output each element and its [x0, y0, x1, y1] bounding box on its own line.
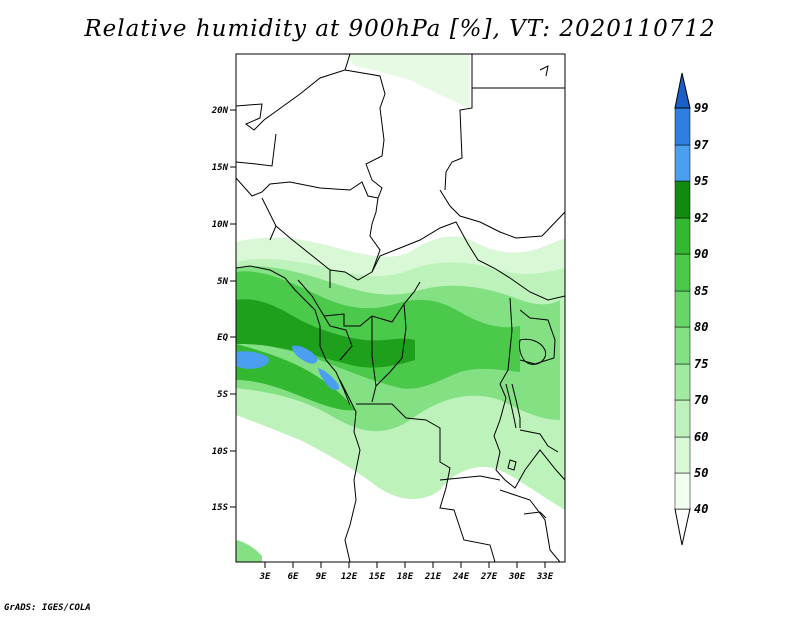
lat-label-5n: 5N: [217, 277, 228, 287]
colorbar-label-85: 85: [694, 284, 708, 298]
colorbar-bin-60-70: [674, 399, 691, 438]
lat-axis: 20N 15N 10N 5N EQ 5S 10S 15S: [211, 106, 236, 513]
colorbar-label-95: 95: [694, 174, 708, 188]
colorbar-label-90: 90: [694, 247, 708, 261]
colorbar-bin-97-99: [674, 107, 691, 146]
lon-label-30e: 30E: [508, 572, 526, 582]
colorbar-bin-70-75: [674, 363, 691, 401]
colorbar-under: [674, 508, 691, 546]
lon-label-3e: 3E: [259, 572, 271, 582]
humidity-region-90: [236, 299, 415, 368]
colorbar-label-50: 50: [694, 466, 708, 480]
colorbar-bin-75-80: [674, 326, 691, 365]
colorbar: 40 50 60 70 75 80 85 90 92 95 97 99: [674, 72, 709, 546]
lon-label-12e: 12E: [341, 572, 358, 582]
colorbar-bin-50-60: [674, 436, 691, 474]
colorbar-label-70: 70: [694, 393, 708, 407]
lon-label-21e: 21E: [424, 572, 442, 582]
colorbar-bin-85-90: [674, 253, 691, 292]
lat-label-5s: 5S: [217, 390, 228, 400]
coastline: [236, 265, 351, 406]
lat-label-15n: 15N: [212, 163, 229, 173]
colorbar-bin-90-92: [674, 217, 691, 255]
humidity-region-top: [345, 54, 470, 108]
humidity-region-97b: [292, 345, 318, 364]
humidity-region-97c: [318, 368, 340, 391]
colorbar-label-99: 99: [694, 101, 708, 115]
lon-label-33e: 33E: [536, 572, 554, 582]
colorbar-label-97: 97: [694, 138, 709, 152]
grads-credit: GrADS: IGES/COLA: [4, 603, 91, 613]
lat-label-15s: 15S: [212, 503, 229, 513]
lat-label-10n: 10N: [212, 220, 229, 230]
colorbar-label-92: 92: [694, 211, 708, 225]
lat-label-eq: EQ: [217, 333, 228, 343]
lat-label-20n: 20N: [211, 106, 229, 116]
map-frame: [235, 53, 566, 563]
lon-label-9e: 9E: [316, 572, 327, 582]
colorbar-bin-80-85: [674, 290, 691, 328]
map-title: Relative humidity at 900hPa [%], VT: 202…: [84, 16, 716, 42]
humidity-region-97: [236, 351, 269, 369]
humidity-region-sw: [236, 540, 262, 562]
colorbar-label-80: 80: [694, 320, 708, 334]
colorbar-label-60: 60: [694, 430, 708, 444]
colorbar-bin-92-95: [674, 180, 691, 219]
lon-label-15e: 15E: [369, 572, 386, 582]
lon-axis: 3E 6E 9E 12E 15E 18E 21E 24E 27E 30E 33E: [259, 562, 554, 582]
lon-label-27e: 27E: [480, 572, 498, 582]
colorbar-bin-95-97: [674, 144, 691, 182]
lon-label-18e: 18E: [397, 572, 414, 582]
colorbar-label-40: 40: [694, 502, 708, 516]
colorbar-bin-40-50: [674, 472, 691, 510]
colorbar-over: [674, 72, 691, 109]
humidity-region-80: [236, 271, 520, 389]
lon-label-24e: 24E: [452, 572, 470, 582]
lat-label-10s: 10S: [212, 447, 229, 457]
country-borders: [236, 54, 565, 562]
lon-label-6e: 6E: [288, 572, 299, 582]
colorbar-label-75: 75: [694, 357, 708, 371]
lakes: [505, 65, 549, 519]
